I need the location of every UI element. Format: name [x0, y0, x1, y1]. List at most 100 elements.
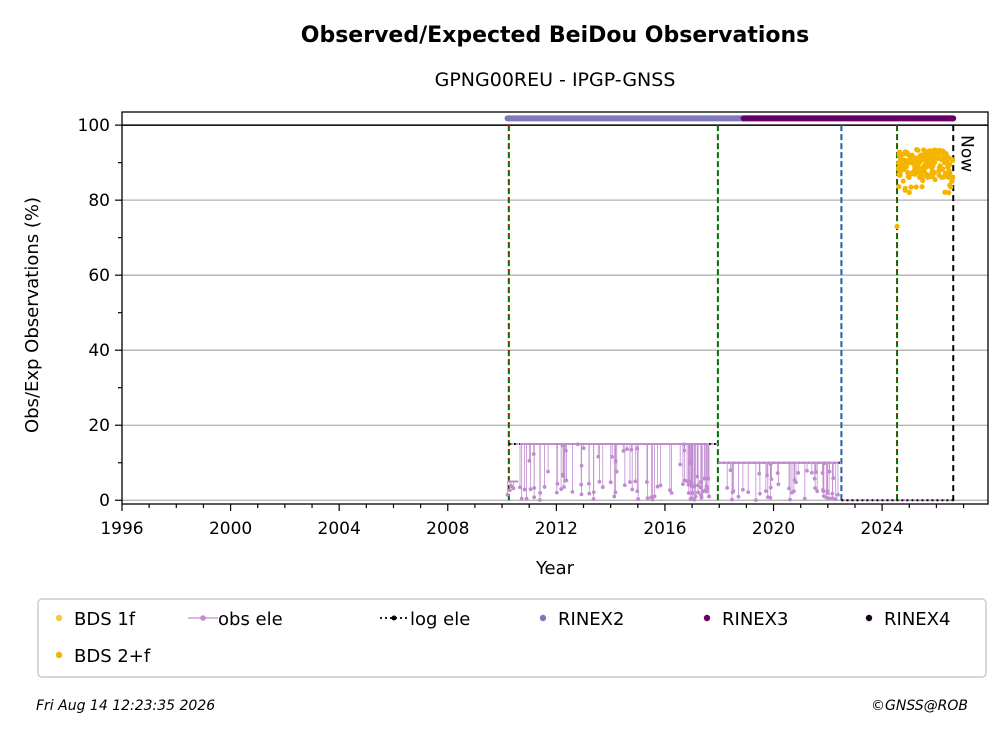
bds2f-point — [909, 154, 915, 161]
obs-ele-point — [542, 485, 547, 489]
obs-ele-point — [731, 488, 736, 493]
x-tick-label: 2008 — [426, 519, 469, 539]
obs-ele-point — [792, 478, 797, 483]
obs-ele-point — [555, 481, 560, 486]
bds2f-point — [936, 151, 942, 157]
obs-ele-point — [579, 492, 584, 497]
bds2f-point — [941, 174, 947, 180]
legend-label: RINEX3 — [722, 609, 788, 630]
obs-ele-point — [836, 492, 840, 497]
legend-marker-dot — [703, 614, 711, 622]
obs-ele-point — [527, 458, 532, 463]
obs-ele-point — [614, 469, 619, 474]
bds2f-point — [942, 189, 948, 195]
obs-ele-point — [612, 494, 617, 499]
chart-title: Observed/Expected BeiDou Observations — [301, 23, 810, 48]
obs-ele-point — [546, 469, 550, 474]
obs-ele-point — [831, 476, 836, 481]
obs-ele-point — [678, 462, 683, 467]
obs-ele-point — [522, 487, 527, 492]
obs-ele-point — [776, 482, 781, 487]
x-tick-label: 2012 — [535, 519, 578, 539]
legend-marker-dot — [200, 615, 206, 621]
x-axis-label: Year — [535, 558, 575, 579]
bds2f-point — [932, 176, 938, 183]
obs-ele-point — [597, 479, 602, 484]
y-tick-label: 20 — [88, 416, 110, 436]
bds2f-point — [942, 170, 948, 176]
obs-ele-point — [613, 490, 618, 495]
legend-marker-dot — [865, 614, 873, 622]
obs-ele-point — [802, 496, 807, 501]
obs-ele-point — [608, 480, 613, 485]
obs-ele-point — [833, 497, 838, 502]
legend-marker-dot — [55, 614, 63, 622]
obs-ele-point — [792, 489, 796, 494]
bds2f-point — [946, 172, 953, 178]
legend-frame — [37, 598, 987, 678]
legend-label: log ele — [410, 609, 470, 630]
obs-ele-point — [788, 497, 792, 502]
legend: BDS 1f obs ele log ele RINEX2 RINEX3 RINEX4 BD… — [37, 598, 987, 678]
obs-ele-point — [805, 468, 809, 473]
obs-ele-point — [645, 496, 650, 501]
legend-marker-dot — [55, 651, 63, 659]
y-tick-label: 80 — [88, 191, 110, 211]
bds2f-point — [932, 147, 938, 153]
bds2f-point — [945, 164, 951, 170]
plot-frame — [121, 111, 989, 505]
obs-ele-point — [768, 495, 773, 500]
bds2f-point — [902, 149, 908, 155]
x-tick-label: 2016 — [643, 519, 686, 539]
obs-ele-point — [746, 490, 751, 495]
obs-ele-point — [518, 485, 522, 490]
y-tick-label: 100 — [78, 116, 110, 136]
chart-subtitle: GPNG00REU - IPGP-GNSS — [435, 69, 676, 91]
obs-ele-point — [575, 442, 580, 447]
obs-ele-point — [610, 454, 615, 459]
obs-ele-point — [511, 486, 516, 491]
obs-ele-point — [507, 488, 512, 493]
bds2f-point — [897, 153, 903, 159]
plot-area: 1996 2000 2004 2008 2012 2016 2020 2024 0 20 40 60 8… — [78, 111, 989, 539]
x-tick-label: 2000 — [209, 519, 252, 539]
bds2f-point — [905, 160, 912, 166]
bds2f-point — [943, 159, 950, 165]
obs-ele-point — [814, 470, 818, 474]
obs-ele-point — [686, 491, 691, 495]
bds2f-point — [900, 159, 906, 165]
obs-ele-point — [658, 483, 663, 488]
obs-ele-point — [740, 487, 745, 492]
legend-label: obs ele — [218, 609, 283, 630]
bds2f-point — [896, 183, 902, 190]
obs-ele-point — [532, 495, 537, 500]
bds2f-point — [900, 166, 906, 173]
bds2f-point — [918, 166, 924, 172]
bds2f-point — [910, 159, 917, 165]
x-tick-label: 2020 — [752, 519, 795, 539]
bds2f-point — [936, 164, 942, 171]
obs-ele-point — [560, 443, 565, 448]
obs-ele-point — [579, 482, 584, 487]
obs-ele-point — [725, 485, 730, 490]
obs-ele-point — [669, 490, 674, 495]
bds2f-point — [905, 169, 911, 176]
obs-ele-point — [633, 479, 638, 484]
obs-ele-point — [652, 494, 657, 499]
bds2f-point — [906, 189, 912, 196]
bds2f-point — [914, 169, 920, 175]
obs-ele-point — [537, 498, 542, 502]
obs-ele-point — [667, 488, 672, 493]
obs-ele-point — [636, 497, 641, 501]
bds2f-point — [902, 187, 908, 193]
bds2f-point — [906, 174, 912, 181]
obs-ele-point — [635, 446, 640, 451]
obs-ele-point — [625, 447, 629, 452]
obs-ele-point — [655, 484, 660, 489]
obs-ele-point — [765, 473, 769, 478]
obs-ele-point — [561, 474, 566, 479]
bds2f-point — [927, 163, 933, 169]
obs-ele-point — [820, 471, 825, 475]
obs-ele-point — [757, 471, 762, 476]
x-tick-label: 2024 — [860, 519, 903, 539]
